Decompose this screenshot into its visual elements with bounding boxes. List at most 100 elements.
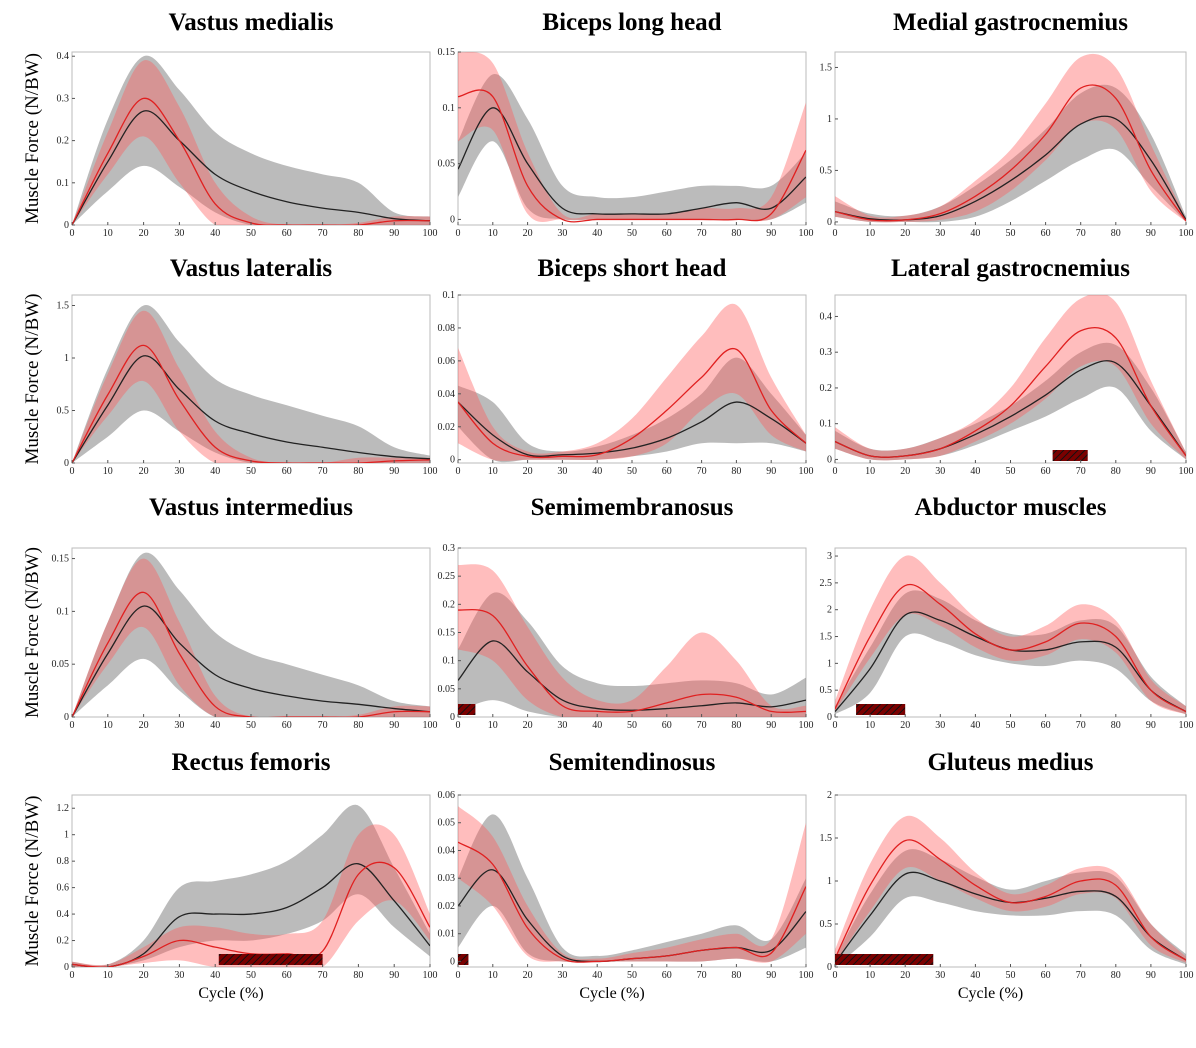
x-tick-label: 20 <box>523 228 533 239</box>
band <box>835 295 1186 461</box>
y-tick-label: 0.1 <box>443 103 456 114</box>
x-tick-label: 50 <box>1006 228 1016 239</box>
x-tick-label: 20 <box>523 466 533 477</box>
mean-line <box>72 605 430 717</box>
x-tick-label: 40 <box>970 228 980 239</box>
y-tick-label: 1 <box>64 830 69 841</box>
x-tick-label: 20 <box>900 720 910 731</box>
plot-body <box>458 52 806 223</box>
plot-body <box>72 55 430 225</box>
x-tick-label: 0 <box>833 970 838 981</box>
y-tick-label: 0.6 <box>57 883 70 894</box>
x-tick-label: 20 <box>900 466 910 477</box>
y-tick-label: 0.5 <box>820 685 833 696</box>
x-tick-label: 10 <box>488 228 498 239</box>
band <box>72 305 430 463</box>
x-tick-label: 40 <box>210 228 220 239</box>
x-tick-label: 70 <box>318 970 328 981</box>
x-tick-label: 20 <box>900 970 910 981</box>
x-tick-label: 60 <box>662 228 672 239</box>
plot-body <box>72 305 430 463</box>
mean-line <box>458 89 806 223</box>
y-tick-label: 0.05 <box>438 818 456 829</box>
x-tick-label: 90 <box>389 720 399 731</box>
band <box>458 357 806 463</box>
mean-line <box>458 841 806 963</box>
band <box>72 55 430 225</box>
y-tick-label: 0.05 <box>438 159 456 170</box>
y-tick-label: 0 <box>64 458 69 469</box>
y-tick-label: 0 <box>827 217 832 228</box>
x-tick-label: 30 <box>174 720 184 731</box>
y-tick-label: 0.5 <box>820 919 833 930</box>
y-tick-label: 1.5 <box>820 62 833 73</box>
x-tick-label: 90 <box>1146 466 1156 477</box>
x-tick-label: 10 <box>103 228 113 239</box>
x-tick-label: 100 <box>1179 970 1194 981</box>
x-tick-label: 70 <box>697 720 707 731</box>
x-tick-label: 40 <box>210 970 220 981</box>
y-tick-label: 0.04 <box>438 845 456 856</box>
x-tick-label: 0 <box>70 720 75 731</box>
x-tick-label: 40 <box>970 466 980 477</box>
x-tick-label: 30 <box>935 466 945 477</box>
x-tick-label: 60 <box>1041 228 1051 239</box>
x-tick-label: 80 <box>731 466 741 477</box>
x-tick-label: 60 <box>662 970 672 981</box>
x-tick-label: 80 <box>731 970 741 981</box>
significance-bar <box>218 954 323 965</box>
x-tick-label: 60 <box>282 228 292 239</box>
panel: 0 10 20 30 40 50 60 70 80 90 100 0 0.5 1 1.5 2 2.5 3 <box>820 547 1194 731</box>
x-tick-label: 10 <box>488 970 498 981</box>
mean-line <box>458 347 806 459</box>
x-tick-label: 100 <box>799 970 814 981</box>
band <box>835 590 1186 715</box>
x-tick-label: 70 <box>318 720 328 731</box>
band <box>72 804 430 967</box>
y-tick-label: 1 <box>64 353 69 364</box>
x-tick-label: 50 <box>246 228 256 239</box>
x-tick-label: 60 <box>282 970 292 981</box>
x-tick-label: 90 <box>766 970 776 981</box>
band <box>835 53 1186 223</box>
x-tick-label: 30 <box>935 970 945 981</box>
x-tick-label: 20 <box>139 970 149 981</box>
y-tick-label: 0.08 <box>438 323 456 334</box>
x-tick-label: 0 <box>70 466 75 477</box>
mean-line <box>458 608 806 714</box>
y-tick-label: 0 <box>450 455 455 466</box>
x-tick-label: 90 <box>1146 228 1156 239</box>
x-tick-label: 60 <box>1041 466 1051 477</box>
y-tick-label: 0.1 <box>443 656 456 667</box>
mean-line <box>72 110 430 225</box>
x-tick-label: 20 <box>523 970 533 981</box>
x-tick-label: 50 <box>246 720 256 731</box>
band <box>72 552 430 717</box>
x-tick-label: 70 <box>318 466 328 477</box>
x-tick-label: 20 <box>900 228 910 239</box>
x-tick-label: 100 <box>799 720 814 731</box>
x-tick-label: 100 <box>423 720 438 731</box>
panel: 0 10 20 30 40 50 60 70 80 90 100 0 0.5 1 1.5 <box>820 51 1194 239</box>
x-tick-label: 50 <box>627 720 637 731</box>
significance-bar <box>458 704 476 715</box>
y-tick-label: 0.02 <box>438 422 456 433</box>
y-tick-label: 0.2 <box>57 936 70 947</box>
band <box>458 814 806 963</box>
x-tick-label: 0 <box>456 466 461 477</box>
mean-line <box>835 839 1186 961</box>
x-tick-label: 80 <box>1111 720 1121 731</box>
band <box>835 84 1186 223</box>
y-tick-label: 0.5 <box>57 406 70 417</box>
x-tick-label: 70 <box>697 970 707 981</box>
x-tick-label: 0 <box>456 720 461 731</box>
x-tick-label: 30 <box>174 466 184 477</box>
x-tick-label: 40 <box>210 720 220 731</box>
x-tick-label: 0 <box>70 228 75 239</box>
x-tick-label: 0 <box>70 970 75 981</box>
x-tick-label: 70 <box>697 466 707 477</box>
x-tick-label: 60 <box>662 720 672 731</box>
x-tick-label: 50 <box>246 970 256 981</box>
y-tick-label: 0 <box>450 214 455 225</box>
x-tick-label: 60 <box>1041 970 1051 981</box>
